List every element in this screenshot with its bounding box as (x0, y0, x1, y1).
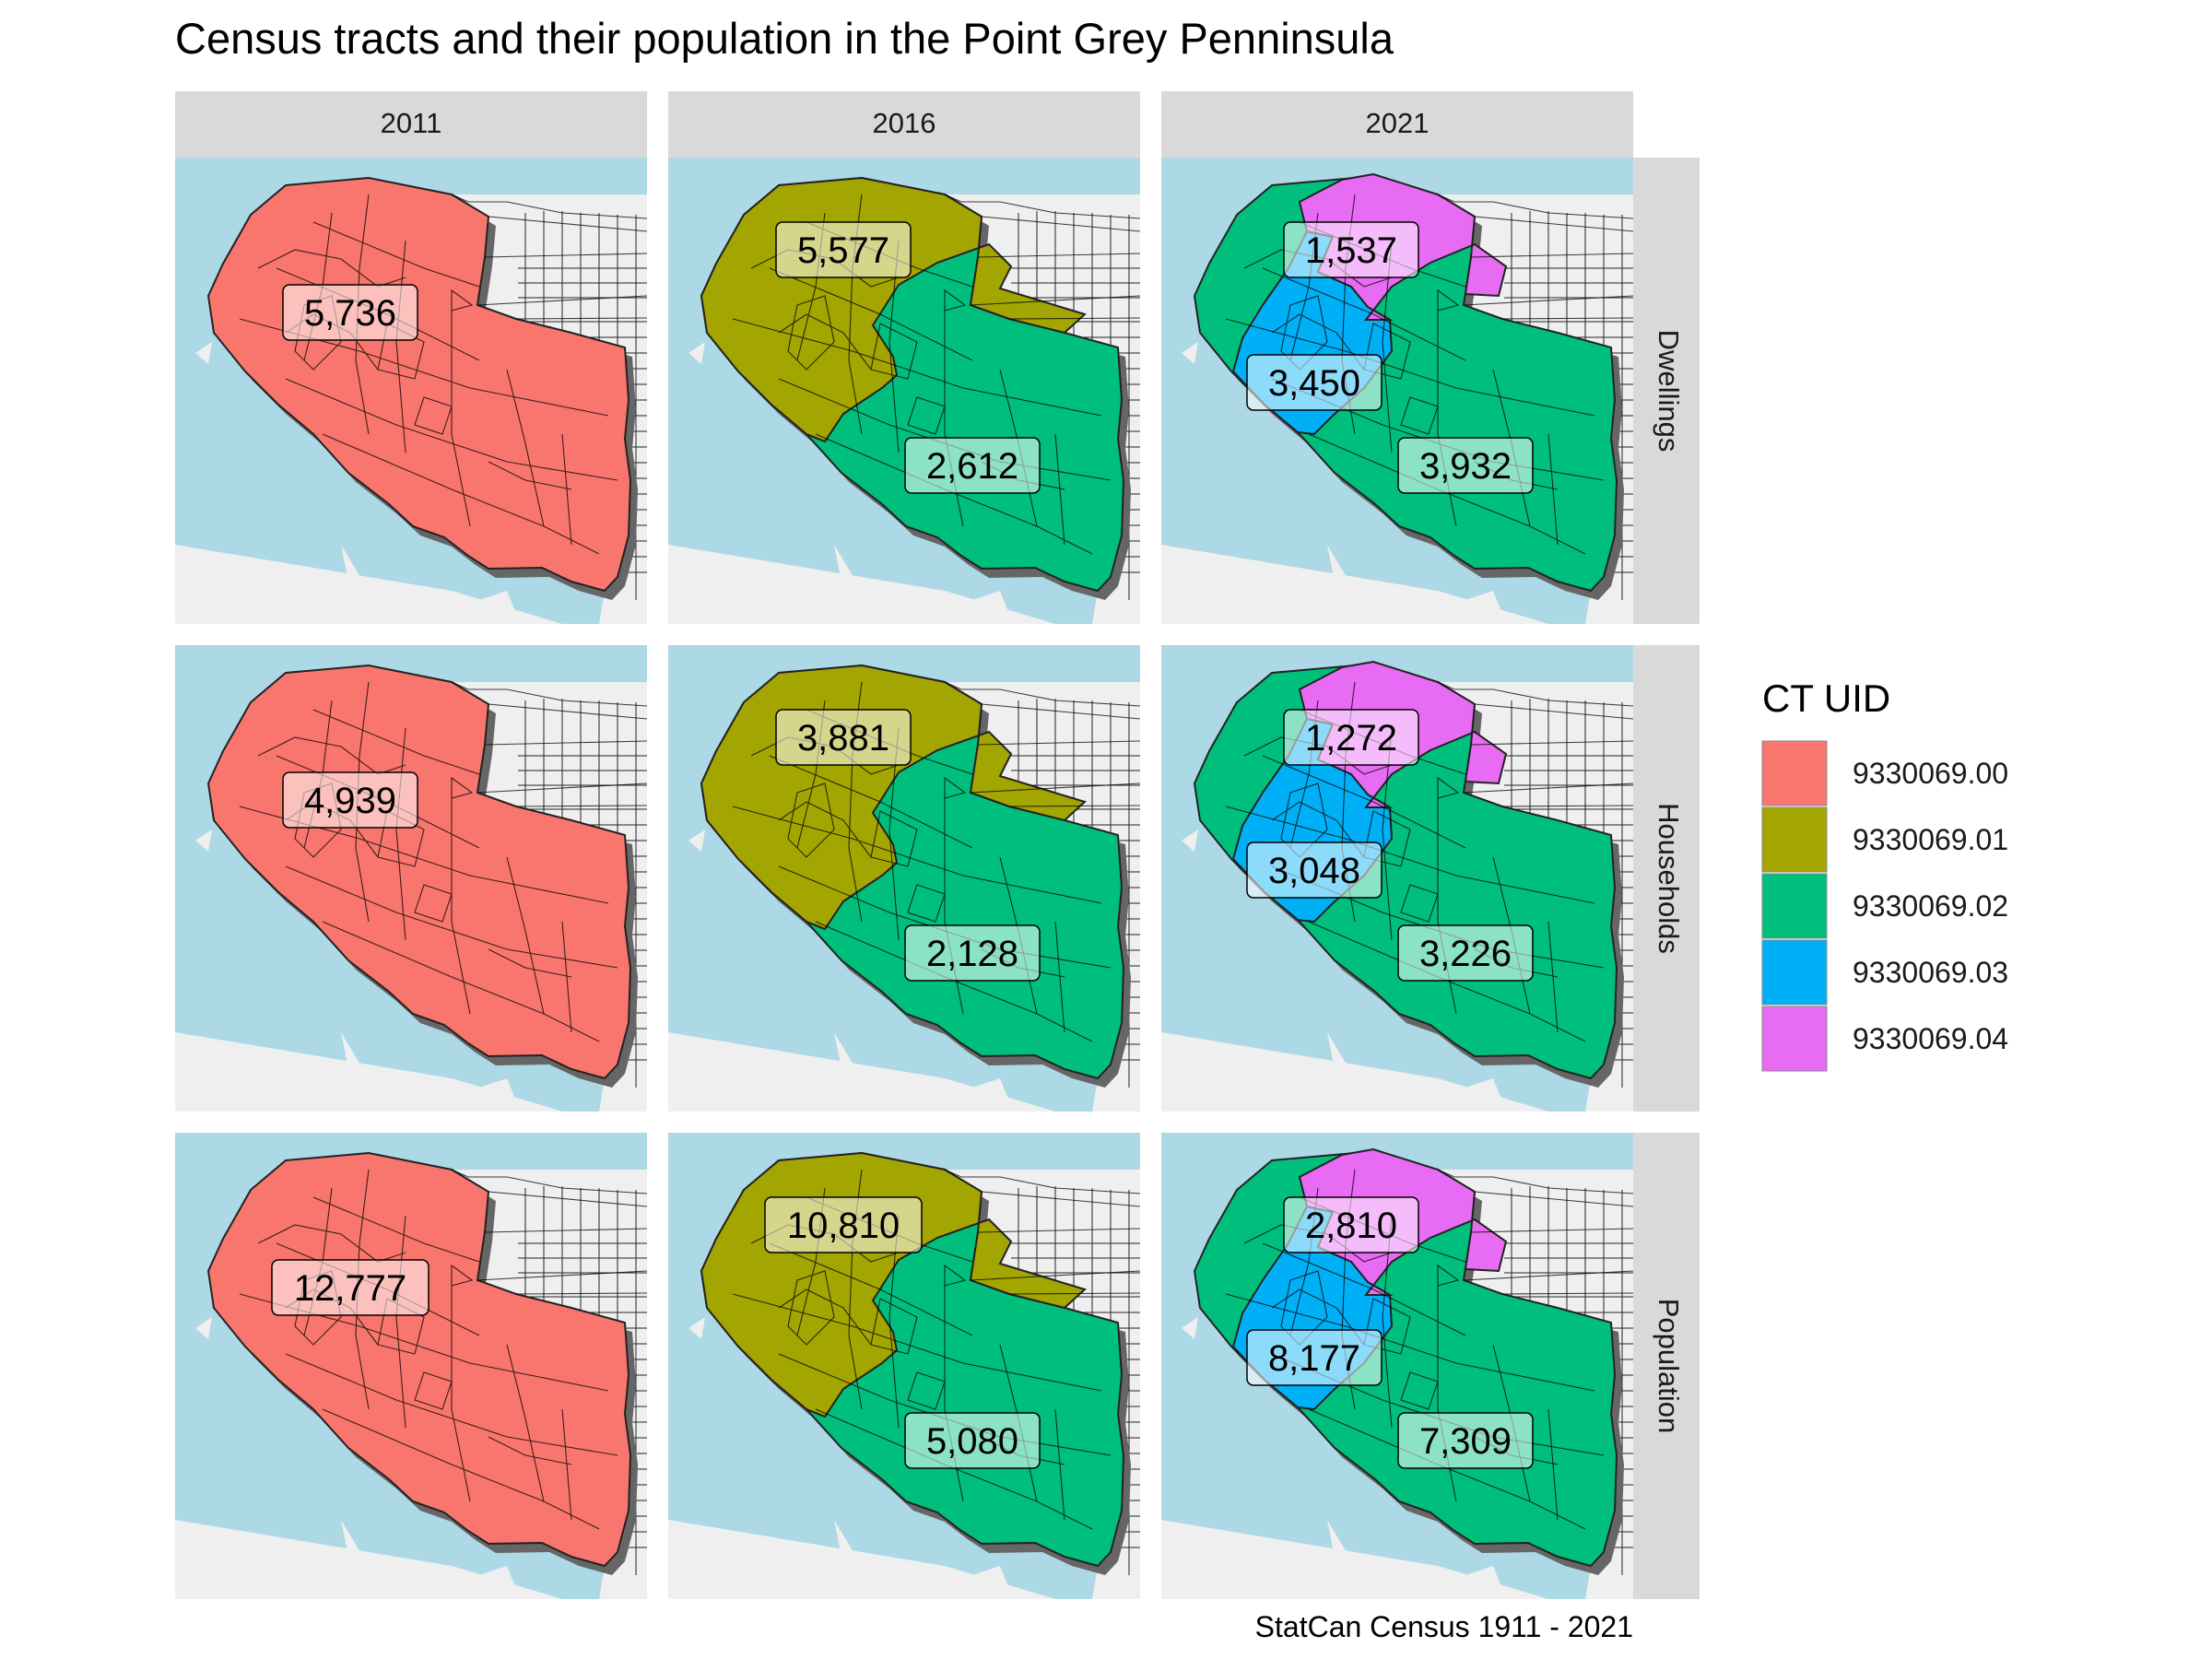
facet-year-label: 2016 (873, 107, 936, 139)
tract-value-label: 7,309 (1397, 1412, 1534, 1469)
legend: CT UID 9330069.00 9330069.01 9330069.02 9330… (1761, 677, 2008, 1072)
legend-swatch (1761, 939, 1828, 1006)
map-panel-2011-households: 4,939 (175, 645, 647, 1112)
legend-swatch (1761, 1006, 1828, 1072)
legend-swatch (1761, 873, 1828, 939)
tract-value-text: 3,881 (797, 718, 889, 759)
caption: StatCan Census 1911 - 2021 (1255, 1610, 1633, 1643)
legend-label: 9330069.01 (1853, 823, 2008, 856)
land-area (452, 682, 647, 1112)
facet-strip-population: Population (1633, 1133, 1700, 1599)
tract-value-label: 3,048 (1246, 841, 1382, 899)
map-panel-2021-households: 1,272 3,048 3,226 (1161, 645, 1633, 1112)
tract-value-text: 2,128 (926, 934, 1018, 974)
tract-value-label: 8,177 (1246, 1329, 1382, 1386)
tract-value-label: 5,080 (904, 1412, 1041, 1469)
land-area (1438, 194, 1633, 624)
facet-strip-2011: 2011 (175, 91, 647, 158)
legend-item: 9330069.04 (1761, 1006, 2008, 1072)
facet-strip-households: Households (1633, 645, 1700, 1112)
tract-value-text: 3,450 (1268, 363, 1360, 404)
map-panel-2016-households: 3,881 2,128 (668, 645, 1140, 1112)
legend-label: 9330069.02 (1853, 889, 2008, 923)
tract-value-label: 2,612 (904, 437, 1041, 494)
tract-value-label: 3,932 (1397, 437, 1534, 494)
tract-value-label: 12,777 (271, 1259, 429, 1316)
tract-value-text: 1,272 (1305, 718, 1397, 759)
legend-item: 9330069.00 (1761, 740, 2008, 806)
tract-value-label: 5,577 (775, 221, 912, 278)
map-panel-2016-population: 10,810 5,080 (668, 1133, 1140, 1599)
tract-value-label: 1,272 (1283, 709, 1419, 766)
tract-value-text: 10,810 (787, 1206, 900, 1246)
map-panel-2021-dwellings: 1,537 3,450 3,932 (1161, 158, 1633, 624)
map-panel-2011-dwellings: 5,736 (175, 158, 647, 624)
tract-value-text: 7,309 (1419, 1421, 1512, 1462)
facet-variable-label: Dwellings (1653, 330, 1685, 453)
legend-item: 9330069.03 (1761, 939, 2008, 1006)
facet-strip-2016: 2016 (668, 91, 1140, 158)
land-area (1438, 1170, 1633, 1599)
tract-value-label: 2,810 (1283, 1196, 1419, 1253)
tract-value-text: 3,226 (1419, 934, 1512, 974)
tract-value-text: 4,939 (304, 781, 396, 821)
tract-value-label: 1,537 (1283, 221, 1419, 278)
tract-value-label: 3,881 (775, 709, 912, 766)
tract-value-label: 4,939 (282, 771, 418, 829)
tract-value-text: 8,177 (1268, 1338, 1360, 1379)
tract-value-text: 5,577 (797, 230, 889, 271)
tract-value-label: 10,810 (764, 1196, 923, 1253)
facet-strip-2021: 2021 (1161, 91, 1633, 158)
land-area (1438, 682, 1633, 1112)
tract-value-text: 3,932 (1419, 446, 1512, 487)
legend-label: 9330069.03 (1853, 956, 2008, 989)
tract-value-text: 3,048 (1268, 851, 1360, 891)
tract-value-text: 2,612 (926, 446, 1018, 487)
legend-title: CT UID (1762, 677, 1890, 720)
facet-variable-label: Population (1653, 1299, 1685, 1434)
tract-value-text: 12,777 (294, 1268, 406, 1309)
tract-value-text: 5,736 (304, 293, 396, 334)
tract-value-label: 3,226 (1397, 924, 1534, 982)
tract-value-text: 5,080 (926, 1421, 1018, 1462)
tract-value-label: 5,736 (282, 284, 418, 341)
legend-item: 9330069.01 (1761, 806, 2008, 873)
legend-swatch (1761, 740, 1828, 806)
tract-value-label: 3,450 (1246, 354, 1382, 411)
facet-variable-label: Households (1653, 803, 1685, 954)
legend-label: 9330069.00 (1853, 757, 2008, 790)
legend-label: 9330069.04 (1853, 1022, 2008, 1055)
map-panel-2016-dwellings: 5,577 2,612 (668, 158, 1140, 624)
tract-value-text: 1,537 (1305, 230, 1397, 271)
chart-title: Census tracts and their population in th… (175, 14, 1394, 63)
legend-item: 9330069.02 (1761, 873, 2008, 939)
facet-year-label: 2021 (1366, 107, 1430, 139)
tract-value-text: 2,810 (1305, 1206, 1397, 1246)
map-panel-2011-population: 12,777 (175, 1133, 647, 1599)
land-area (452, 1170, 647, 1599)
legend-swatch (1761, 806, 1828, 873)
land-area (452, 194, 647, 624)
facet-strip-dwellings: Dwellings (1633, 158, 1700, 624)
facet-year-label: 2011 (381, 107, 442, 139)
tract-value-label: 2,128 (904, 924, 1041, 982)
map-panel-2021-population: 2,810 8,177 7,309 (1161, 1133, 1633, 1599)
